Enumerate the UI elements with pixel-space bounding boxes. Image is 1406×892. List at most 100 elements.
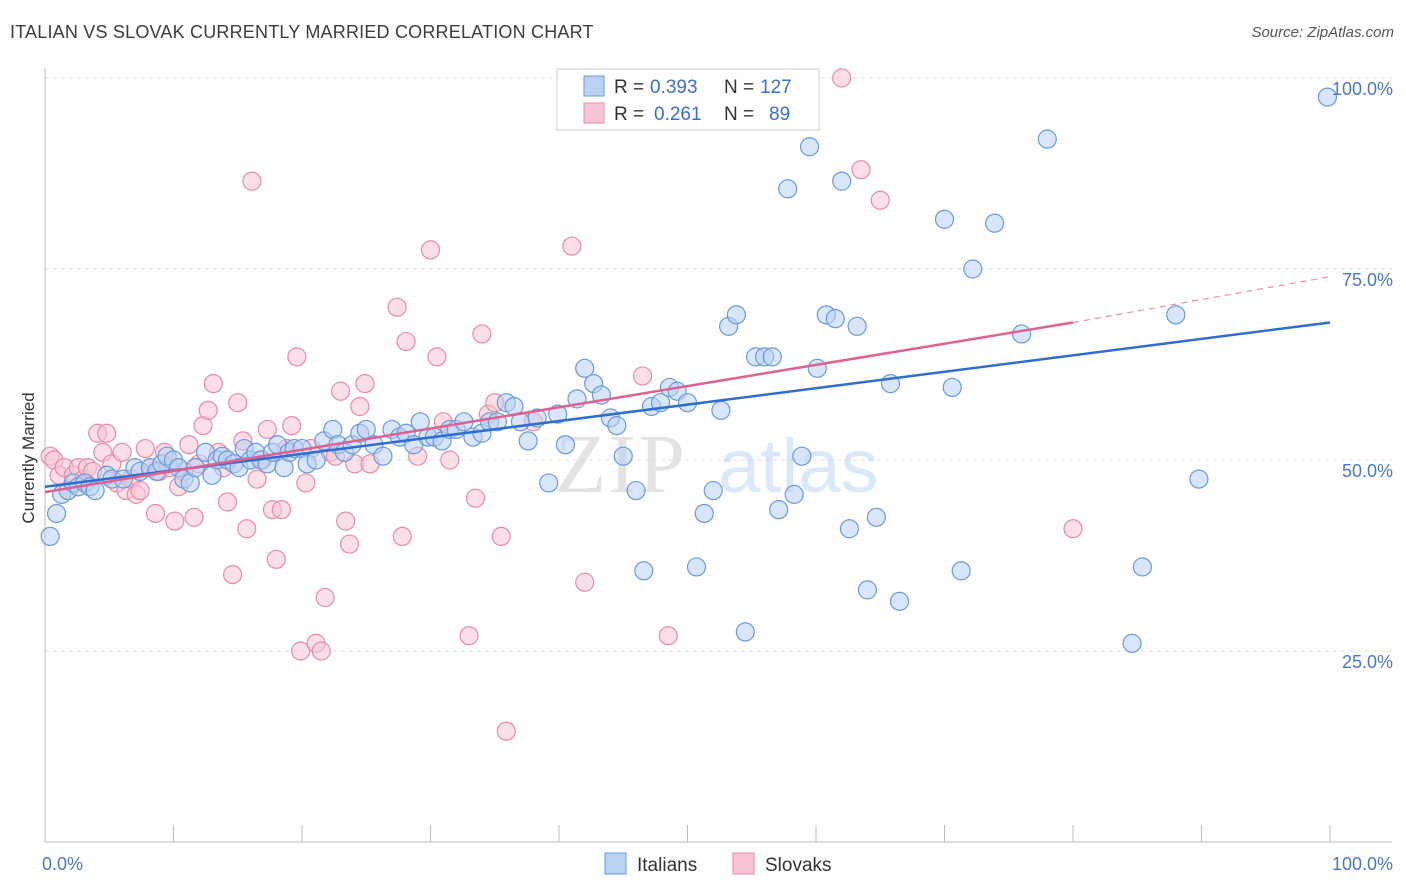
italian-r-label: R =: [614, 77, 644, 98]
y-axis-title: Currently Married: [19, 392, 38, 523]
slovak-point-72: [427, 347, 447, 367]
slovak-point-37: [217, 492, 238, 512]
slovak-n-label: N =: [724, 104, 754, 125]
italian-point-72: [539, 473, 559, 493]
italian-point-119: [1011, 324, 1032, 344]
y-tick-label-3: 100.0%: [1332, 79, 1393, 99]
italian-point-122: [1132, 557, 1152, 577]
slovak-point-77: [472, 324, 492, 344]
italian-point-123: [1166, 305, 1186, 325]
italian-point-92: [711, 400, 731, 420]
italian-n-label: N =: [724, 77, 754, 98]
slovak-point-19: [130, 480, 150, 501]
stats-legend: R = 0.393 N = 127 R = 0.261 N = 89: [556, 68, 820, 131]
slovak-point-85: [632, 366, 653, 386]
italian-point-1: [46, 503, 67, 524]
slovak-trend-extension: [1072, 276, 1331, 324]
italian-point-83: [634, 561, 654, 581]
italian-point-70: [518, 431, 538, 451]
italian-point-108: [839, 519, 860, 539]
source-label: Source: ZipAtlas.com: [1251, 24, 1394, 41]
x-tick-label-1: 100.0%: [1332, 854, 1393, 874]
slovak-point-83: [562, 236, 582, 256]
chart-title: ITALIAN VS SLOVAK CURRENTLY MARRIED CORR…: [10, 22, 594, 42]
slovak-point-15: [112, 442, 132, 462]
slovak-point-64: [350, 396, 370, 417]
slovak-point-86: [658, 626, 678, 646]
slovak-point-52: [291, 641, 311, 661]
slovak-n-value: 89: [769, 104, 790, 125]
italian-point-89: [686, 557, 707, 577]
italian-point-73: [548, 404, 568, 424]
slovak-trend-line: [44, 321, 1074, 494]
slovak-point-38: [223, 564, 243, 585]
italian-n-value: 127: [760, 77, 792, 98]
italian-point-80: [607, 416, 627, 436]
slovak-point-71: [420, 240, 441, 260]
y-tick-label-0: 25.0%: [1342, 652, 1393, 672]
italian-point-114: [934, 209, 955, 229]
slovak-point-87: [832, 68, 852, 88]
y-tick-labels: 25.0% 50.0% 75.0% 100.0%: [1332, 79, 1393, 672]
y-tick-label-1: 50.0%: [1342, 461, 1393, 481]
italian-point-100: [778, 179, 798, 199]
grid-lines: [45, 77, 1392, 652]
slovak-point-29: [179, 435, 199, 455]
slovak-point-90: [1063, 519, 1083, 539]
italian-point-99: [769, 500, 789, 520]
slovak-point-12: [97, 423, 117, 443]
italian-point-74: [555, 435, 576, 455]
legend-slovaks-swatch: [732, 852, 755, 875]
slovak-point-65: [355, 374, 375, 394]
y-tick-label-2: 75.0%: [1342, 270, 1393, 290]
slovak-point-67: [387, 297, 407, 317]
slovak-point-26: [165, 511, 185, 531]
slovak-point-80: [491, 526, 511, 547]
slovak-point-45: [257, 419, 277, 440]
x-tick-labels: 0.0% 100.0%: [42, 854, 1393, 874]
slovak-point-88: [851, 160, 871, 180]
slovak-swatch: [583, 102, 605, 124]
italian-point-51: [373, 446, 393, 466]
slovak-point-48: [271, 500, 292, 520]
italian-point-101: [784, 484, 804, 504]
italian-point-76: [575, 358, 595, 378]
italian-point-111: [866, 507, 886, 527]
trend-lines: [44, 276, 1331, 494]
italian-point-95: [735, 622, 755, 642]
slovak-point-60: [330, 381, 351, 401]
italian-point-104: [807, 358, 827, 378]
italian-point-0: [40, 526, 60, 547]
italian-point-90: [694, 503, 714, 524]
slovak-point-81: [496, 721, 516, 741]
slovak-point-22: [145, 503, 166, 524]
italian-point-102: [792, 446, 812, 466]
slovak-point-74: [440, 450, 460, 470]
legend-italians-label: Italians: [637, 855, 697, 876]
italian-swatch: [583, 75, 605, 97]
slovak-point-20: [135, 438, 155, 459]
slovak-point-47: [266, 549, 286, 569]
legend-italians-swatch: [604, 852, 627, 875]
slovak-r-label: R =: [614, 104, 644, 125]
italian-point-115: [942, 377, 962, 398]
italian-r-value: 0.393: [650, 77, 698, 98]
italian-point-110: [857, 580, 878, 600]
italian-point-125: [1317, 87, 1338, 107]
italian-point-107: [832, 171, 852, 191]
italian-point-106: [825, 309, 845, 329]
slovak-point-61: [336, 511, 356, 531]
italian-point-94: [726, 305, 746, 325]
italian-point-120: [1037, 129, 1057, 149]
series-legend: Italians Slovaks: [604, 852, 832, 876]
slovak-points: [40, 68, 1083, 741]
slovak-point-34: [203, 374, 223, 394]
italian-trend-line: [44, 321, 1331, 488]
italian-point-118: [985, 213, 1005, 233]
slovak-point-76: [465, 488, 486, 508]
slovak-point-84: [575, 572, 595, 592]
italian-point-109: [847, 316, 867, 336]
italian-point-103: [799, 137, 820, 157]
italian-point-91: [703, 480, 723, 501]
